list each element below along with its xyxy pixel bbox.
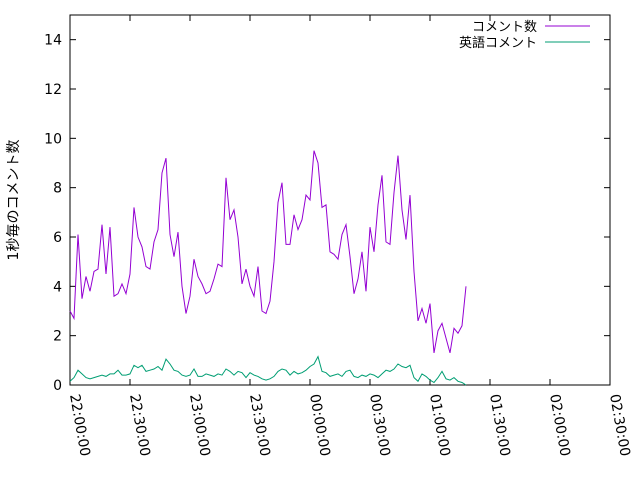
x-tick-label: 01:30:00	[486, 393, 513, 458]
legend-label: コメント数	[472, 20, 537, 35]
x-tick-label: 00:00:00	[306, 393, 333, 458]
x-tick-label: 02:30:00	[606, 393, 633, 458]
y-tick-label: 2	[53, 329, 62, 345]
y-tick-label: 6	[53, 230, 62, 246]
y-tick-label: 10	[44, 131, 62, 147]
x-tick-label: 02:00:00	[546, 393, 573, 458]
y-tick-label: 0	[53, 378, 62, 394]
y-tick-label: 8	[53, 181, 62, 197]
y-axis-label: 1秒毎のコメント数	[6, 140, 22, 261]
legend-label: 英語コメント	[459, 35, 537, 51]
x-tick-label: 23:00:00	[186, 393, 213, 458]
x-axis: 22:00:00 22:30:00 23:00:00 23:30:00 00:00:00…	[66, 15, 633, 458]
y-axis: 0 2 4 6 8 10 12 14	[44, 33, 610, 394]
y-tick-label: 4	[53, 279, 62, 295]
y-tick-label: 14	[44, 33, 62, 49]
x-tick-label: 22:30:00	[126, 393, 153, 458]
x-tick-label: 00:30:00	[366, 393, 393, 458]
series-line-2	[69, 355, 467, 386]
series-line-1	[69, 150, 467, 354]
x-tick-label: 01:00:00	[426, 393, 453, 458]
series-layer	[69, 150, 467, 386]
x-tick-label: 23:30:00	[246, 393, 273, 458]
y-tick-label: 12	[44, 82, 62, 98]
plot-frame	[69, 14, 611, 386]
x-tick-label: 22:00:00	[66, 393, 93, 458]
